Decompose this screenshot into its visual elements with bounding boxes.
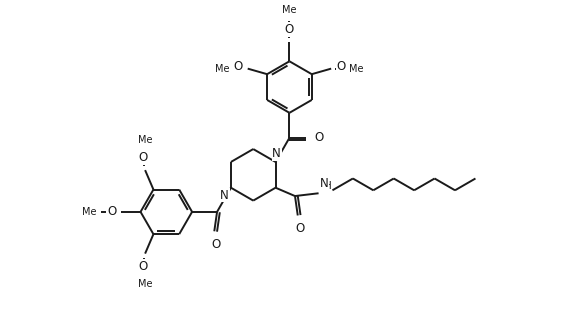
Text: Me: Me (83, 207, 97, 217)
Text: O: O (233, 60, 243, 73)
Text: Me: Me (138, 135, 152, 145)
Text: O: O (138, 151, 148, 164)
Text: H: H (324, 181, 331, 191)
Text: O: O (336, 60, 346, 73)
Text: Me: Me (215, 64, 230, 74)
Text: O: O (212, 238, 221, 251)
Text: N: N (272, 147, 281, 160)
Text: O: O (314, 131, 323, 144)
Text: O: O (295, 222, 305, 235)
Text: Me: Me (282, 5, 297, 15)
Text: Me: Me (349, 64, 364, 74)
Text: O: O (107, 205, 116, 218)
Text: N: N (220, 189, 229, 202)
Text: O: O (138, 260, 148, 273)
Text: N: N (320, 177, 328, 190)
Text: Me: Me (138, 279, 152, 289)
Text: O: O (285, 23, 294, 36)
